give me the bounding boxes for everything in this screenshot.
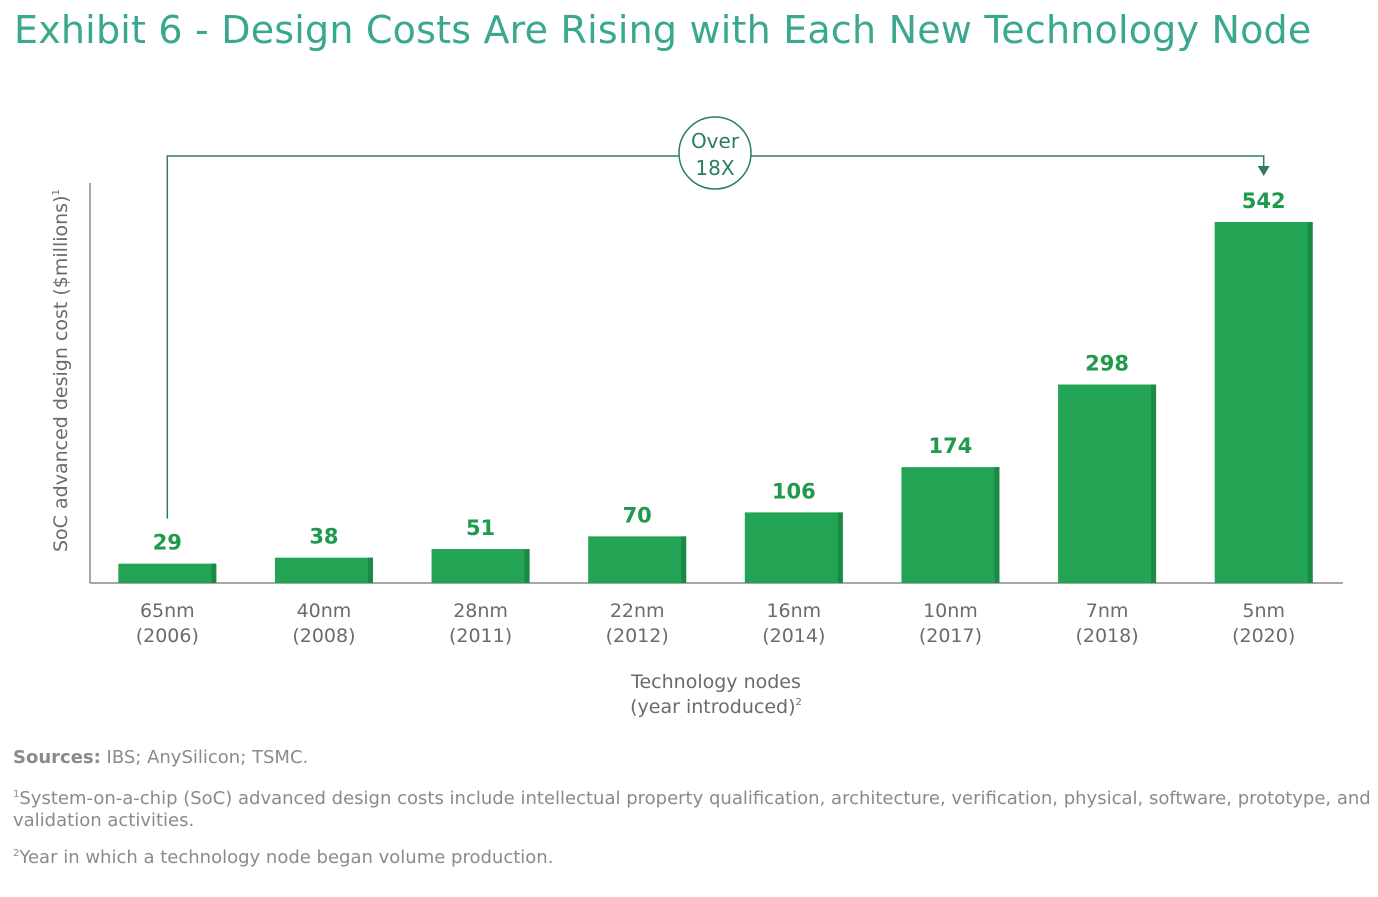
annotation-text-line1: Over xyxy=(691,129,740,153)
annotation-text-line2: 18X xyxy=(695,156,734,180)
bar-40nm xyxy=(274,557,373,583)
bar-shade-7nm xyxy=(1151,384,1157,583)
value-label-28nm: 51 xyxy=(466,516,495,540)
y-axis-label: SoC advanced design cost ($millions)1 xyxy=(50,189,72,552)
bar-shade-28nm xyxy=(524,549,530,583)
value-label-65nm: 29 xyxy=(153,531,182,555)
x-tick-label-5nm: 5nm xyxy=(1242,600,1285,622)
footnote-1: 1System-on-a-chip (SoC) advanced design … xyxy=(13,784,1373,832)
bar-7nm xyxy=(1058,384,1157,583)
x-tick-year-16nm: (2014) xyxy=(762,625,825,647)
value-label-16nm: 106 xyxy=(772,479,816,503)
x-tick-year-65nm: (2006) xyxy=(136,625,199,647)
chart-bars xyxy=(118,222,1313,583)
annotation-circle xyxy=(678,116,752,190)
x-tick-year-40nm: (2008) xyxy=(292,625,355,647)
value-label-22nm: 70 xyxy=(623,503,652,527)
footnote-2: 2Year in which a technology node began v… xyxy=(13,843,1373,869)
bar-chart: SoC advanced design cost ($millions)1 29 6… xyxy=(50,116,1343,718)
x-tick-label-10nm: 10nm xyxy=(923,600,978,622)
bar-65nm xyxy=(118,563,217,583)
footnote-2-marker: 2 xyxy=(13,848,20,859)
x-axis-label-sup: 2 xyxy=(795,697,801,708)
footnote-2-text: Year in which a technology node began vo… xyxy=(19,847,554,868)
sources-label: Sources: xyxy=(13,747,101,768)
sources-note: Sources: IBS; AnySilicon; TSMC. xyxy=(13,747,1373,769)
bar-shade-16nm xyxy=(837,512,843,583)
x-axis-label: Technology nodes xyxy=(630,671,801,693)
bar-shade-40nm xyxy=(367,557,373,583)
value-label-10nm: 174 xyxy=(929,434,973,458)
x-tick-label-16nm: 16nm xyxy=(766,600,821,622)
x-tick-year-28nm: (2011) xyxy=(449,625,512,647)
x-tick-label-40nm: 40nm xyxy=(297,600,352,622)
bar-shade-10nm xyxy=(994,467,1000,583)
bar-10nm xyxy=(901,467,1000,583)
annotation-arrowhead xyxy=(1257,166,1270,176)
bar-shade-5nm xyxy=(1307,222,1313,583)
value-label-7nm: 298 xyxy=(1085,352,1129,376)
value-label-5nm: 542 xyxy=(1242,189,1286,213)
x-tick-label-65nm: 65nm xyxy=(140,600,195,622)
bar-16nm xyxy=(744,512,843,583)
bar-5nm xyxy=(1214,222,1313,583)
bar-28nm xyxy=(431,549,530,583)
bar-shade-22nm xyxy=(681,536,687,583)
footnote-1-marker: 1 xyxy=(13,789,20,800)
bar-22nm xyxy=(588,536,687,583)
chart-labels: SoC advanced design cost ($millions)1 29 6… xyxy=(50,189,1295,718)
x-tick-label-22nm: 22nm xyxy=(610,600,665,622)
x-tick-year-10nm: (2017) xyxy=(919,625,982,647)
sources-text: IBS; AnySilicon; TSMC. xyxy=(100,747,309,768)
value-label-40nm: 38 xyxy=(309,525,338,549)
bar-shade-65nm xyxy=(211,563,217,583)
x-tick-year-5nm: (2020) xyxy=(1232,625,1295,647)
x-tick-year-7nm: (2018) xyxy=(1075,625,1138,647)
x-tick-label-7nm: 7nm xyxy=(1086,600,1129,622)
growth-annotation: Over 18X xyxy=(166,116,1270,519)
page-title: Exhibit 6 - Design Costs Are Rising with… xyxy=(14,8,1312,52)
x-axis-label-line2: (year introduced)2 xyxy=(630,696,802,718)
footnote-1-text: System-on-a-chip (SoC) advanced design c… xyxy=(13,788,1371,831)
y-axis-label-sup: 1 xyxy=(51,189,62,195)
x-tick-year-22nm: (2012) xyxy=(606,625,669,647)
x-tick-label-28nm: 28nm xyxy=(453,600,508,622)
